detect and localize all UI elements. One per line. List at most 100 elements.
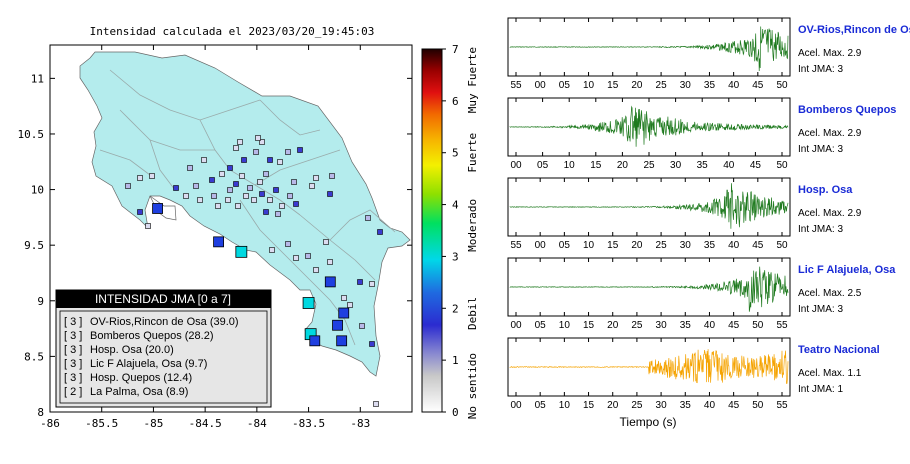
colorbar-tick-label: 5 bbox=[452, 147, 459, 160]
station-marker-small bbox=[273, 187, 279, 193]
station-marker-small bbox=[327, 191, 333, 197]
map-title: Intensidad calculada el 2023/03/20_19:45… bbox=[90, 25, 375, 38]
station-marker-small bbox=[359, 323, 365, 329]
station-marker-small bbox=[259, 139, 265, 145]
station-marker-small bbox=[233, 145, 239, 151]
station-marker-small bbox=[201, 157, 207, 163]
waveform-tick-label: 50 bbox=[752, 400, 764, 411]
waveform-tick-label: 05 bbox=[559, 240, 571, 251]
station-marker-small bbox=[239, 173, 245, 179]
legend-item-label: Bomberos Quepos (28.2) bbox=[90, 330, 214, 342]
legend-header bbox=[56, 290, 271, 308]
station-marker-small bbox=[323, 239, 329, 245]
station-marker-small bbox=[183, 193, 189, 199]
station-marker bbox=[302, 297, 315, 309]
station-name: Bomberos Quepos bbox=[798, 104, 896, 116]
waveform-tick-label: 05 bbox=[559, 80, 571, 91]
station-accel: Acel. Max. 1.1 bbox=[798, 368, 862, 379]
station-marker-small bbox=[377, 229, 383, 235]
station-marker-small bbox=[149, 173, 155, 179]
station-jma: Int JMA: 3 bbox=[798, 304, 843, 315]
map-xtick-label: -83.5 bbox=[292, 417, 325, 430]
waveform-tick-label: 20 bbox=[631, 80, 643, 91]
waveform-panel: 00 05 10 15 20 25 30 35 40 45 50 55 Lic F Alajuela, … bbox=[507, 257, 896, 331]
station-marker-small bbox=[293, 255, 299, 261]
map-plot: INTENSIDAD JMA [0 a 7] [ 3 ] OV-Rios,Rinc… bbox=[18, 44, 413, 430]
colorbar-tick-label: 2 bbox=[452, 302, 459, 315]
station-marker-small bbox=[313, 267, 319, 273]
station-jma: Int JMA: 3 bbox=[798, 224, 843, 235]
map-ytick-label: 10 bbox=[31, 184, 44, 197]
station-accel: Acel. Max. 2.9 bbox=[798, 128, 862, 139]
waveform-tick-label: 35 bbox=[697, 160, 709, 171]
station-marker bbox=[213, 236, 224, 248]
waveform-tick-label: 55 bbox=[510, 240, 522, 251]
waveform-tick-label: 50 bbox=[776, 160, 788, 171]
station-marker bbox=[152, 203, 163, 214]
colorbar-label: Muy Fuerte bbox=[466, 47, 479, 113]
legend-item-intensity: [ 2 ] bbox=[64, 386, 82, 398]
waveform-tick-label: 50 bbox=[776, 240, 788, 251]
station-name: Lic F Alajuela, Osa bbox=[798, 264, 896, 276]
map-ytick-label: 11 bbox=[31, 72, 44, 85]
waveform-panel: 00 05 10 15 20 25 30 35 40 45 50 55 Teatro Nacional A… bbox=[507, 337, 880, 411]
waveform-tick-label: 05 bbox=[535, 400, 547, 411]
legend-item-label: Lic F Alajuela, Osa (9.7) bbox=[90, 358, 207, 370]
map-legend: INTENSIDAD JMA [0 a 7] [ 3 ] OV-Rios,Rinc… bbox=[55, 289, 272, 408]
station-marker-small bbox=[173, 185, 179, 191]
colorbar-tick-label: 1 bbox=[452, 354, 459, 367]
map-ytick-label: 10.5 bbox=[18, 128, 45, 141]
station-marker-small bbox=[137, 209, 143, 215]
station-marker-small bbox=[125, 183, 131, 189]
legend-item-label: Hosp. Osa (20.0) bbox=[90, 344, 174, 356]
map-xtick-label: -85.5 bbox=[85, 417, 118, 430]
waveform-tick-label: 25 bbox=[656, 80, 668, 91]
waveform-tick-label: 25 bbox=[631, 400, 643, 411]
waveform-tick-label: 35 bbox=[680, 320, 692, 331]
map-ytick-label: 8 bbox=[37, 406, 44, 419]
waveform-tick-label: 10 bbox=[559, 400, 571, 411]
waveform-tick-label: 30 bbox=[680, 80, 692, 91]
station-jma: Int JMA: 3 bbox=[798, 144, 843, 155]
waveform-tick-label: 25 bbox=[656, 240, 668, 251]
station-marker-small bbox=[369, 341, 375, 347]
waveform-tick-label: 20 bbox=[631, 240, 643, 251]
station-marker-small bbox=[211, 193, 217, 199]
colorbar-tick-label: 3 bbox=[452, 250, 459, 263]
waveform-tick-label: 00 bbox=[510, 320, 522, 331]
station-marker-small bbox=[357, 279, 363, 285]
waveform-trace bbox=[509, 266, 789, 312]
map-xtick-label: -84.5 bbox=[189, 417, 222, 430]
waveform-tick-label: 00 bbox=[510, 400, 522, 411]
station-marker-small bbox=[369, 281, 375, 287]
station-marker-small bbox=[291, 179, 297, 185]
waveform-panels: 55 00 05 10 15 20 25 30 35 40 45 50 OV-Rios,Rincon d… bbox=[507, 17, 910, 411]
waveform-tick-label: 15 bbox=[607, 80, 619, 91]
waveform-tick-label: 50 bbox=[776, 80, 788, 91]
waveform-trace bbox=[509, 349, 789, 384]
waveform-tick-label: 45 bbox=[752, 240, 764, 251]
colorbar-tick-label: 7 bbox=[452, 43, 459, 56]
legend-item-intensity: [ 3 ] bbox=[64, 344, 82, 356]
waveform-tick-label: 15 bbox=[583, 320, 595, 331]
station-marker-small bbox=[347, 302, 353, 308]
legend-item-label: Hosp. Quepos (12.4) bbox=[90, 372, 192, 384]
station-marker bbox=[235, 245, 248, 258]
waveform-tick-label: 15 bbox=[583, 400, 595, 411]
waveform-tick-label: 05 bbox=[535, 320, 547, 331]
station-marker-small bbox=[287, 193, 293, 199]
waveform-tick-label: 40 bbox=[704, 320, 716, 331]
waveform-tick-label: 25 bbox=[643, 160, 655, 171]
station-marker-small bbox=[373, 401, 379, 407]
waveform-tick-label: 30 bbox=[670, 160, 682, 171]
waveform-tick-label: 30 bbox=[680, 240, 692, 251]
station-marker-small bbox=[235, 203, 241, 209]
wave-xlabel: Tiempo (s) bbox=[620, 415, 677, 429]
legend-title: INTENSIDAD JMA [0 a 7] bbox=[95, 292, 231, 306]
waveform-tick-label: 35 bbox=[704, 240, 716, 251]
legend-item-intensity: [ 3 ] bbox=[64, 372, 82, 384]
station-marker-small bbox=[209, 177, 215, 183]
map-xtick-label: -83 bbox=[350, 417, 370, 430]
station-accel: Acel. Max. 2.5 bbox=[798, 288, 862, 299]
legend-item-intensity: [ 3 ] bbox=[64, 330, 82, 342]
